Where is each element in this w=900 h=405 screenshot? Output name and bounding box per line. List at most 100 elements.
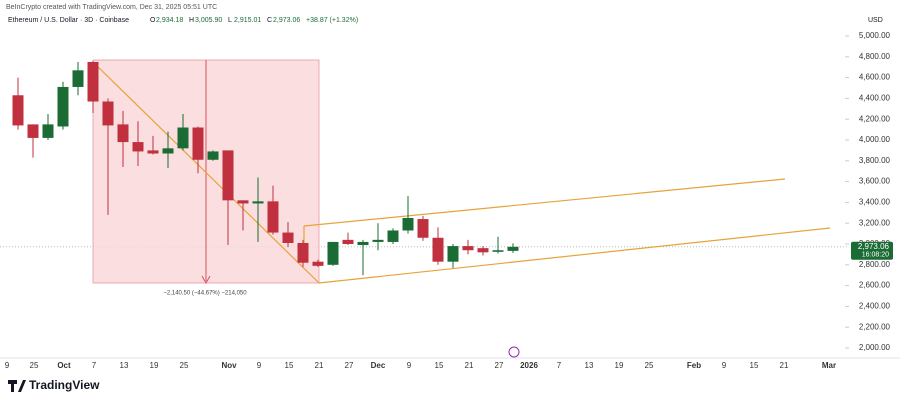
candle-body	[222, 150, 234, 201]
candle-body	[237, 200, 249, 204]
x-tick-label: 25	[180, 361, 189, 370]
candle-body	[477, 248, 489, 253]
candle-body	[207, 151, 219, 160]
x-tick-label: Oct	[57, 361, 71, 370]
x-tick-label: 13	[120, 361, 129, 370]
x-tick-label: 21	[465, 361, 474, 370]
y-tick-label: 4,400.00	[859, 94, 891, 103]
x-tick-label: 13	[585, 361, 594, 370]
x-tick-label: 19	[150, 361, 159, 370]
candle-body	[417, 219, 429, 238]
x-tick-label: 19	[615, 361, 624, 370]
x-tick-label: 21	[315, 361, 324, 370]
x-tick-label: 9	[257, 361, 262, 370]
candle-body	[177, 127, 189, 149]
candle-body	[342, 239, 354, 245]
x-tick-label: Dec	[371, 361, 386, 370]
y-tick-label: 2,400.00	[859, 302, 891, 311]
x-tick-label: 7	[557, 361, 562, 370]
candle-body	[57, 86, 69, 127]
candle-body	[282, 232, 294, 243]
x-tick-label: 15	[435, 361, 444, 370]
candle-body	[132, 142, 144, 152]
ohlc-key: H	[189, 17, 194, 24]
x-tick-label: 25	[30, 361, 39, 370]
candle-body	[402, 218, 414, 231]
x-tick-label: 9	[722, 361, 727, 370]
candle-body	[447, 246, 459, 262]
candle-body	[12, 95, 24, 126]
ohlc-key: L	[228, 17, 232, 24]
y-tick-label: 2,600.00	[859, 281, 891, 290]
drawings	[92, 59, 831, 285]
candle-body	[147, 150, 159, 154]
candle-body	[267, 201, 279, 233]
candle-body	[42, 124, 54, 138]
candle-body	[327, 241, 339, 265]
candle-body	[372, 239, 384, 242]
candle-body	[297, 242, 309, 263]
y-tick-label: 2,800.00	[859, 260, 891, 269]
x-tick-label: 9	[5, 361, 10, 370]
y-tick-label: 4,800.00	[859, 52, 891, 61]
candle-body	[357, 241, 369, 246]
y-tick-label: 5,000.00	[859, 31, 891, 40]
countdown-label: 16:08:20	[862, 252, 889, 259]
measure-label: −2,140.50 (−44.67%) −214,050	[163, 291, 247, 297]
x-tick-label: Mar	[822, 361, 836, 370]
ohlc-value: 3,005.90	[195, 17, 222, 24]
x-tick-label: 2026	[520, 361, 538, 370]
credit: BeInCrypto created with TradingView.com,…	[6, 4, 217, 11]
x-tick-label: Nov	[221, 361, 237, 370]
candle-body	[117, 124, 129, 143]
channel-lower	[318, 227, 831, 284]
ohlc-value: 2,973.06	[273, 17, 300, 24]
ohlc-key: C	[267, 17, 272, 24]
candle-body	[387, 230, 399, 242]
x-tick-label: 27	[495, 361, 504, 370]
ohlc-key: O	[150, 17, 156, 24]
trend-line	[92, 61, 320, 284]
event-icon	[508, 346, 520, 358]
measure-arrowhead	[201, 275, 211, 285]
x-tick-label: 27	[345, 361, 354, 370]
last-price-box	[851, 241, 893, 260]
x-tick-label: 21	[780, 361, 789, 370]
y-tick-label: 2,200.00	[859, 322, 891, 331]
x-tick-label: 15	[750, 361, 759, 370]
candle-body	[432, 237, 444, 262]
brand-logo: TradingView	[8, 378, 100, 392]
y-tick-label: 4,200.00	[859, 114, 891, 123]
candle-body	[102, 101, 114, 126]
x-tick-label: 7	[92, 361, 97, 370]
candle-body	[462, 246, 474, 251]
change: +38.87 (+1.32%)	[306, 17, 358, 24]
x-tick-label: Feb	[687, 361, 701, 370]
y-tick-label: 3,200.00	[859, 218, 891, 227]
last-price-label: 2,973.06	[858, 242, 890, 251]
logo-mark	[8, 380, 26, 392]
x-tick-label: 15	[285, 361, 294, 370]
y-tick-label: 3,400.00	[859, 198, 891, 207]
ohlc-value: 2,915.01	[234, 17, 261, 24]
candle-body	[312, 261, 324, 266]
y-tick-label: 2,000.00	[859, 343, 891, 352]
candle-body	[507, 246, 519, 251]
y-tick-label: 3,800.00	[859, 156, 891, 165]
brand: TradingView	[29, 378, 100, 392]
candle-body	[492, 250, 504, 252]
candle-body	[252, 201, 264, 204]
symbol: Ethereum / U.S. Dollar · 3D · Coinbase	[8, 17, 129, 24]
candle-body	[192, 127, 204, 160]
y-tick-label: 3,600.00	[859, 177, 891, 186]
candle-body	[87, 61, 99, 102]
y-tick-label: 4,000.00	[859, 135, 891, 144]
candle-body	[162, 148, 174, 154]
candle-body	[72, 70, 84, 87]
x-tick-label: 25	[645, 361, 654, 370]
candle-body	[27, 124, 39, 138]
currency: USD	[868, 17, 883, 24]
y-tick-label: 4,600.00	[859, 73, 891, 82]
